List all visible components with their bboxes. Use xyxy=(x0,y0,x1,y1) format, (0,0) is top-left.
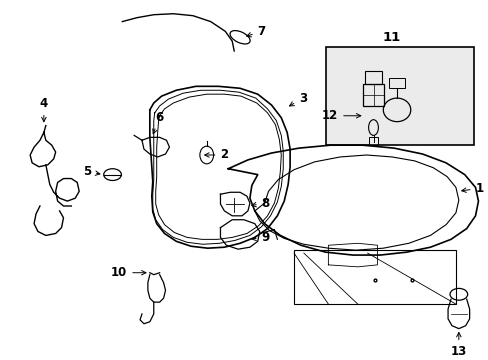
Bar xyxy=(326,47,472,145)
Text: 8: 8 xyxy=(251,197,269,210)
Bar xyxy=(364,71,382,84)
Ellipse shape xyxy=(229,31,250,44)
Text: 1: 1 xyxy=(461,182,483,195)
Text: 2: 2 xyxy=(204,148,228,162)
Text: 11: 11 xyxy=(382,31,401,44)
Text: 9: 9 xyxy=(251,231,269,244)
Bar xyxy=(362,84,384,106)
Bar xyxy=(368,138,378,145)
Text: 13: 13 xyxy=(450,333,466,358)
Text: 4: 4 xyxy=(40,97,48,122)
Bar xyxy=(388,78,404,88)
Text: 3: 3 xyxy=(289,91,306,106)
Text: 12: 12 xyxy=(321,109,360,122)
Text: 6: 6 xyxy=(152,111,163,134)
Text: 7: 7 xyxy=(246,25,265,38)
Text: 5: 5 xyxy=(82,165,100,178)
Bar xyxy=(293,250,455,304)
Text: 10: 10 xyxy=(111,266,146,279)
